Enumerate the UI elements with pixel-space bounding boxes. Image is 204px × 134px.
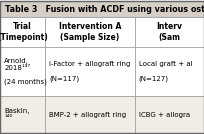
Text: Intervention A
(Sample Size): Intervention A (Sample Size) bbox=[59, 22, 121, 42]
Bar bbox=[0, 1, 204, 17]
Bar bbox=[135, 96, 204, 133]
Text: Table 3   Fusion with ACDF using various osteogenic materi: Table 3 Fusion with ACDF using various o… bbox=[5, 5, 204, 14]
Bar bbox=[45, 17, 135, 47]
Bar bbox=[0, 47, 45, 96]
Bar bbox=[0, 96, 45, 133]
Bar bbox=[45, 47, 135, 96]
Text: Interv
(Sam: Interv (Sam bbox=[156, 22, 182, 42]
Text: BMP-2 + allograft ring: BMP-2 + allograft ring bbox=[49, 112, 126, 118]
Bar bbox=[45, 96, 135, 133]
Bar bbox=[135, 17, 204, 47]
Bar bbox=[135, 47, 204, 96]
Text: Trial
(Timepoint): Trial (Timepoint) bbox=[0, 22, 48, 42]
Bar bbox=[0, 17, 45, 47]
Text: Local graft + al

(N=127): Local graft + al (N=127) bbox=[139, 62, 192, 82]
Text: Arnold,
2018¹³⁷

(24 months): Arnold, 2018¹³⁷ (24 months) bbox=[4, 58, 47, 85]
Text: i-Factor + allograft ring

(N=117): i-Factor + allograft ring (N=117) bbox=[49, 62, 130, 82]
Text: Baskin,
¹⁴⁰: Baskin, ¹⁴⁰ bbox=[4, 108, 30, 121]
Text: ICBG + allogra: ICBG + allogra bbox=[139, 112, 190, 118]
